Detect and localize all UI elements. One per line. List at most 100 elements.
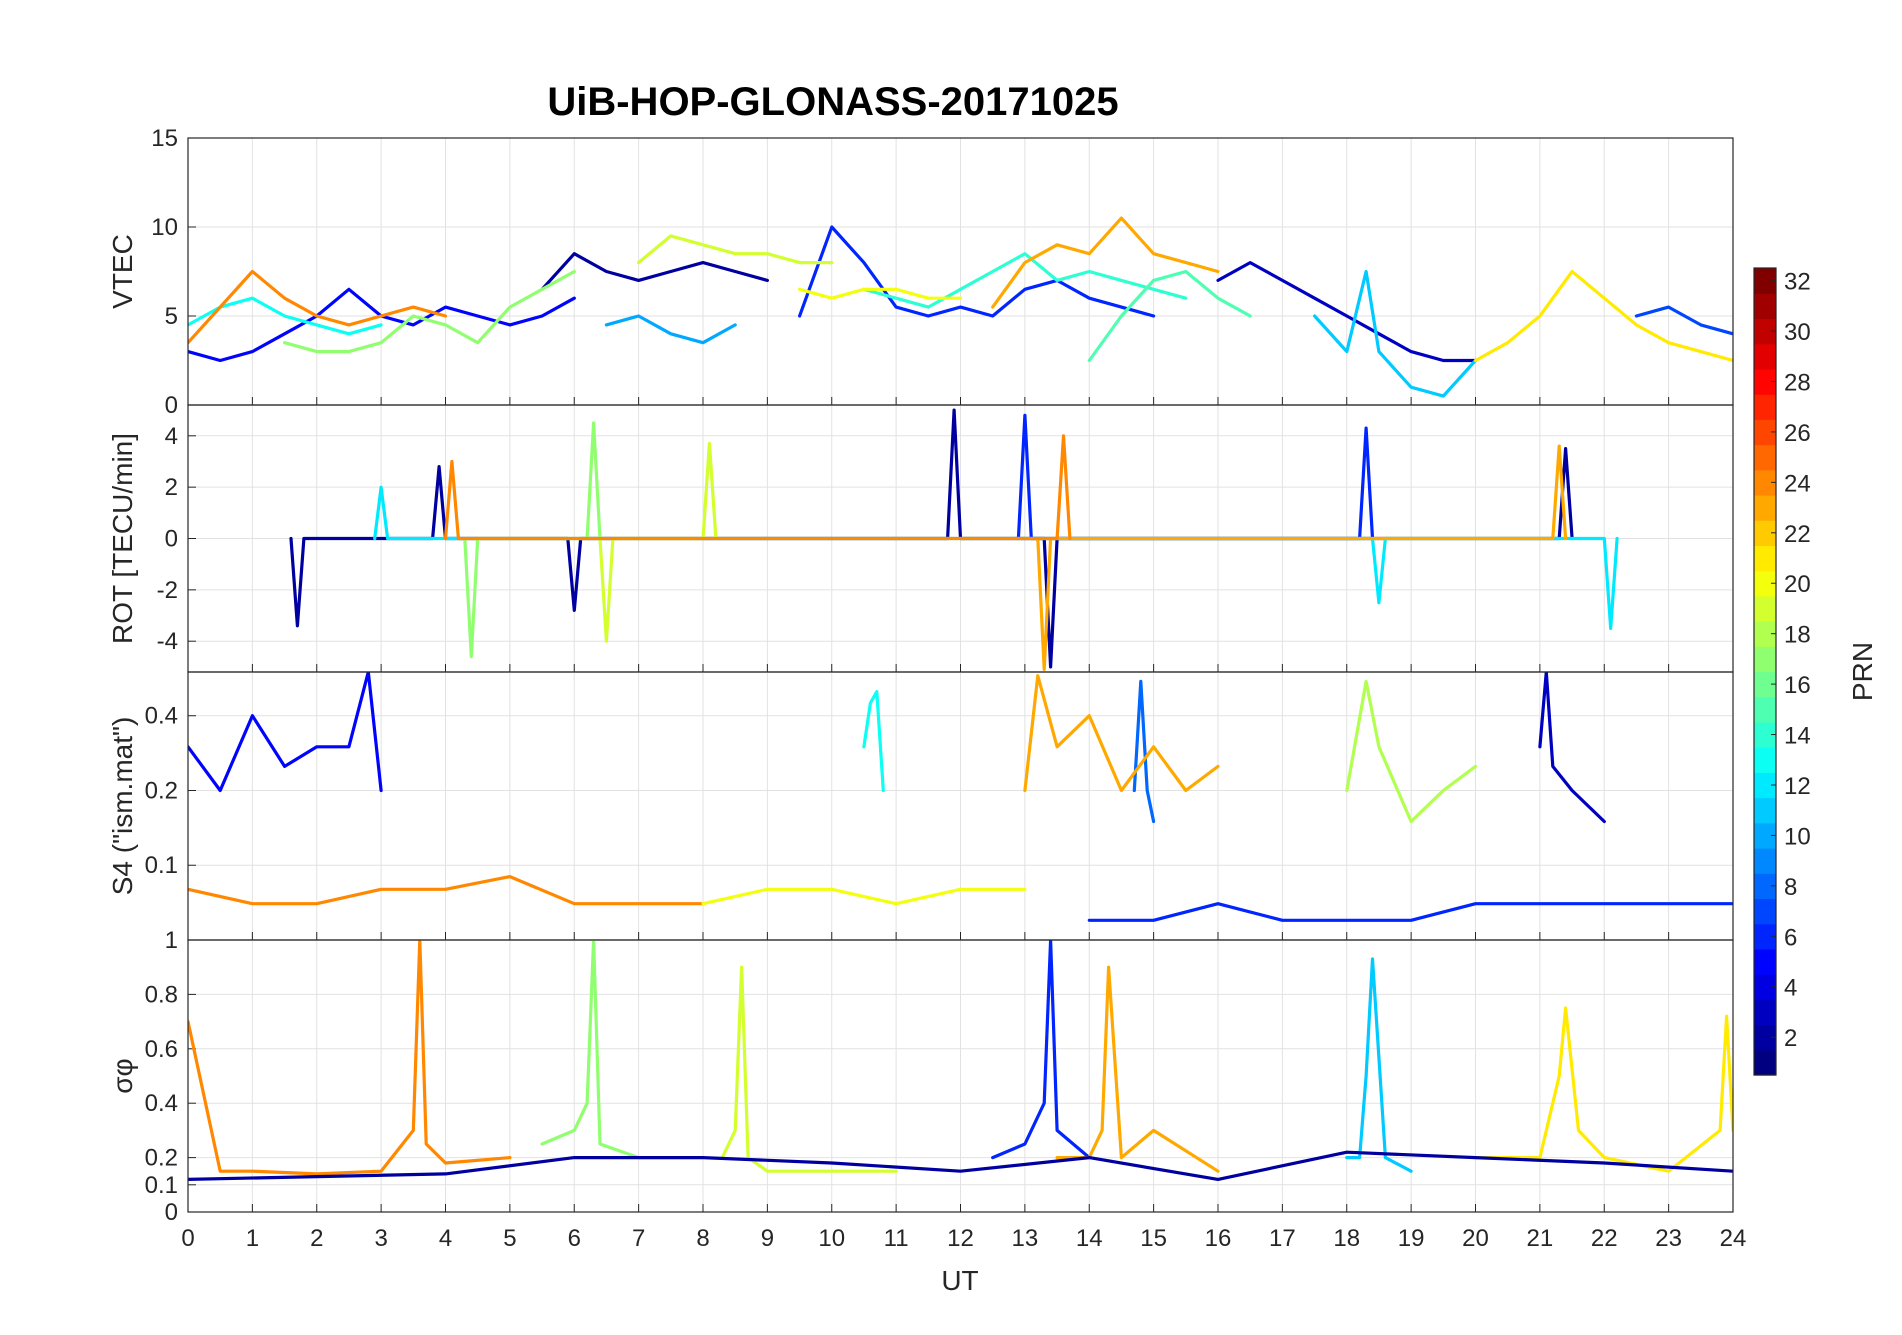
x-tick-label: 16 bbox=[1205, 1225, 1232, 1252]
colorbar-tick-label: 2 bbox=[1784, 1025, 1797, 1052]
colorbar-label: PRN bbox=[1847, 642, 1878, 701]
y-tick-label: 0.2 bbox=[145, 1145, 178, 1172]
x-tick-label: 20 bbox=[1462, 1225, 1489, 1252]
trace-prn-23 bbox=[1036, 444, 1568, 671]
y-axis-label: σφ bbox=[107, 1058, 138, 1093]
trace-prn-6 bbox=[991, 940, 1091, 1160]
trace-prn-23 bbox=[1023, 674, 1220, 793]
colorbar-swatch bbox=[1754, 419, 1776, 446]
trace-prn-21 bbox=[1473, 1006, 1733, 1173]
colorbar-tick-label: 24 bbox=[1784, 470, 1811, 497]
x-tick-label: 9 bbox=[761, 1225, 774, 1252]
trace-prn-7 bbox=[1634, 305, 1733, 336]
trace-prn-21 bbox=[1473, 269, 1733, 363]
colorbar-swatch bbox=[1754, 1049, 1776, 1076]
colorbar-swatch bbox=[1754, 494, 1776, 521]
y-tick-label: 2 bbox=[165, 474, 178, 501]
x-tick-label: 17 bbox=[1269, 1225, 1296, 1252]
x-tick-label: 12 bbox=[947, 1225, 974, 1252]
x-tick-label: 4 bbox=[439, 1225, 452, 1252]
trace-prn-6 bbox=[1087, 902, 1733, 922]
colorbar-tick-label: 12 bbox=[1784, 773, 1811, 800]
y-axis-label: S4 ("ism.mat") bbox=[107, 717, 138, 896]
y-tick-label: 0.4 bbox=[145, 703, 178, 730]
colorbar-swatch bbox=[1754, 646, 1776, 673]
x-tick-label: 18 bbox=[1333, 1225, 1360, 1252]
panel-4: 00.10.2 0.4 0.6 0.8 1 σφ bbox=[107, 927, 1734, 1226]
colorbar-tick-label: 20 bbox=[1784, 571, 1811, 598]
y-tick-label: 0 bbox=[165, 526, 178, 553]
trace-prn-24 bbox=[443, 434, 1072, 541]
x-tick-label: 3 bbox=[374, 1225, 387, 1252]
colorbar-tick-label: 10 bbox=[1784, 823, 1811, 850]
y-axis-label: ROT [TECU/min] bbox=[107, 433, 138, 644]
x-tick-label: 0 bbox=[181, 1225, 194, 1252]
trace-prn-24 bbox=[188, 875, 705, 906]
traces bbox=[188, 672, 1733, 922]
trace-prn-3 bbox=[1216, 261, 1478, 363]
y-tick-label: 10 bbox=[151, 214, 178, 241]
colorbar-swatch bbox=[1754, 822, 1776, 849]
trace-prn-11 bbox=[1345, 957, 1413, 1173]
panel-3: 0.1 0.2 0.4 S4 ("ism.mat") bbox=[107, 671, 1734, 941]
colorbar-swatch bbox=[1754, 948, 1776, 975]
x-tick-label: 10 bbox=[818, 1225, 845, 1252]
trace-prn-19 bbox=[598, 441, 718, 643]
colorbar-swatch bbox=[1754, 999, 1776, 1026]
chart-title: UiB-HOP-GLONASS-20171025 bbox=[547, 80, 1118, 124]
y-tick-label: 4 bbox=[165, 423, 178, 450]
colorbar-tick-label: 14 bbox=[1784, 723, 1811, 750]
colorbar-tick-label: 22 bbox=[1784, 521, 1811, 548]
x-tick-label: 2 bbox=[310, 1225, 323, 1252]
trace-prn-13 bbox=[862, 690, 885, 793]
x-tick-label: 5 bbox=[503, 1225, 516, 1252]
colorbar-swatch bbox=[1754, 797, 1776, 824]
colorbar-tick-label: 8 bbox=[1784, 874, 1797, 901]
y-tick-label: 0.8 bbox=[145, 981, 178, 1008]
x-axis-label: UT bbox=[941, 1265, 978, 1296]
colorbar-tick-label: 18 bbox=[1784, 622, 1811, 649]
colorbar-swatch bbox=[1754, 1024, 1776, 1051]
colorbar-swatch bbox=[1754, 873, 1776, 900]
panel-1: 0 5 10 15 VTEC bbox=[107, 125, 1734, 419]
colorbar-swatch bbox=[1754, 268, 1776, 294]
colorbar-tick-label: 32 bbox=[1784, 269, 1811, 296]
y-tick-label: 0.1 bbox=[145, 1172, 178, 1199]
y-tick-label: 15 bbox=[151, 125, 178, 152]
trace-prn-3 bbox=[1538, 672, 1606, 824]
trace-prn-24 bbox=[188, 269, 448, 345]
trace-prn-2 bbox=[540, 252, 769, 291]
colorbar-swatch bbox=[1754, 898, 1776, 925]
x-tick-label: 14 bbox=[1076, 1225, 1103, 1252]
y-tick-label: 1 bbox=[165, 927, 178, 954]
colorbar-swatch bbox=[1754, 721, 1776, 748]
colorbar-swatch bbox=[1754, 570, 1776, 597]
colorbar-swatch bbox=[1754, 671, 1776, 698]
colorbar-tick-label: 26 bbox=[1784, 420, 1811, 447]
colorbar-tick-label: 4 bbox=[1784, 975, 1797, 1002]
x-tick-label: 15 bbox=[1140, 1225, 1167, 1252]
y-tick-label: 0.4 bbox=[145, 1090, 178, 1117]
y-tick-label: 0 bbox=[165, 392, 178, 419]
x-tick-label: 11 bbox=[884, 1225, 909, 1252]
colorbar-swatch bbox=[1754, 318, 1776, 345]
x-tick-label: 21 bbox=[1527, 1225, 1554, 1252]
colorbar-tick-label: 30 bbox=[1784, 319, 1811, 346]
y-tick-label: 0.6 bbox=[145, 1036, 178, 1063]
y-axis-label: VTEC bbox=[107, 234, 138, 309]
colorbar-swatch bbox=[1754, 545, 1776, 572]
trace-prn-20 bbox=[798, 287, 963, 300]
colorbar-swatch bbox=[1754, 368, 1776, 395]
trace-prn-23 bbox=[991, 216, 1220, 309]
trace-prn-24 bbox=[188, 940, 512, 1176]
trace-prn-2 bbox=[188, 1150, 1733, 1181]
trace-prn-18 bbox=[1345, 679, 1478, 824]
trace-prn-6 bbox=[798, 225, 1156, 318]
trace-prn-12 bbox=[373, 485, 1619, 630]
x-tick-label: 7 bbox=[632, 1225, 645, 1252]
colorbar-swatch bbox=[1754, 848, 1776, 874]
y-tick-label: 0.2 bbox=[145, 777, 178, 804]
colorbar-swatch bbox=[1754, 343, 1776, 370]
colorbar-swatch bbox=[1754, 444, 1776, 471]
